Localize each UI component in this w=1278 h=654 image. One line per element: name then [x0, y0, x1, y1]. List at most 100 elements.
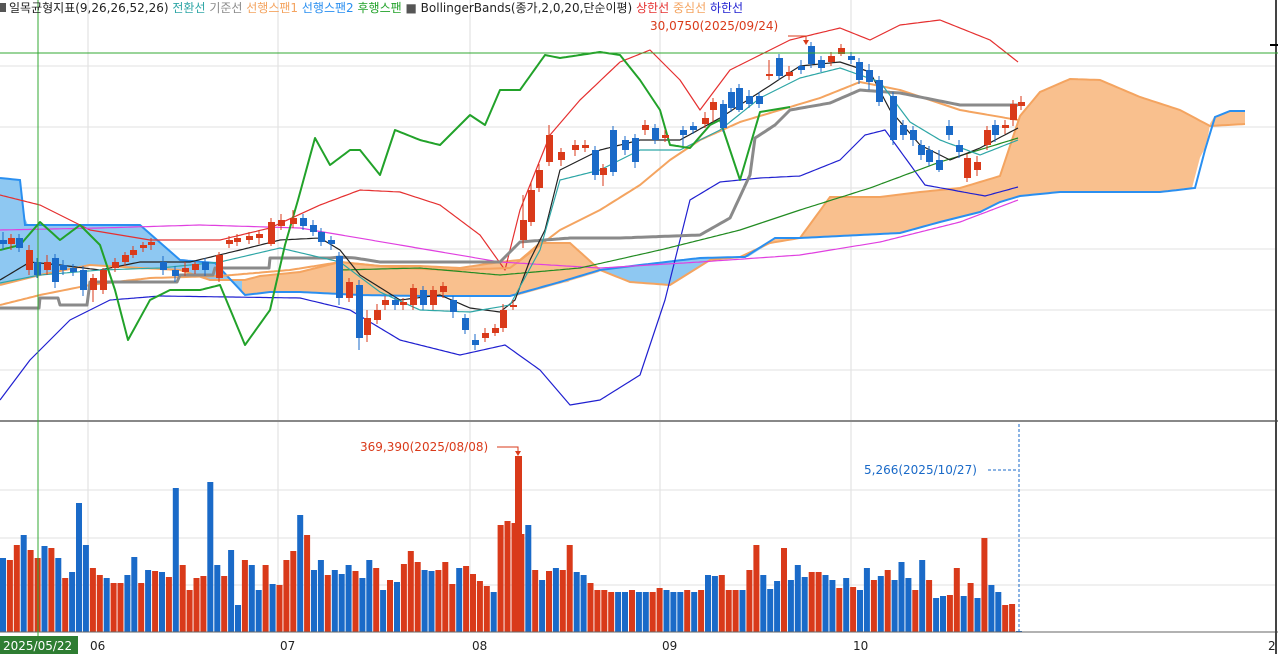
volume-bar-peak[interactable] [515, 456, 522, 632]
candle[interactable] [582, 145, 589, 148]
volume-bar[interactable] [435, 570, 442, 632]
volume-bar[interactable] [76, 503, 82, 632]
candle[interactable] [462, 318, 469, 330]
volume-bar[interactable] [255, 590, 262, 632]
candle[interactable] [890, 96, 897, 140]
candle[interactable] [652, 128, 659, 140]
volume-bar[interactable] [221, 576, 228, 632]
candle[interactable] [736, 88, 743, 110]
volume-bar[interactable] [0, 558, 6, 632]
candle[interactable] [8, 238, 15, 244]
candle[interactable] [720, 104, 727, 128]
candle[interactable] [182, 268, 189, 272]
candle[interactable] [420, 290, 427, 305]
volume-bar[interactable] [55, 558, 62, 632]
volume-bar[interactable] [974, 598, 981, 632]
candle[interactable] [268, 222, 275, 244]
candle[interactable] [492, 328, 499, 333]
volume-bar[interactable] [926, 580, 933, 632]
volume-bar[interactable] [103, 578, 110, 632]
volume-bar[interactable] [96, 575, 103, 632]
volume-bar[interactable] [442, 562, 449, 632]
volume-bar[interactable] [801, 577, 808, 632]
volume-bar[interactable] [262, 565, 269, 632]
candle[interactable] [148, 242, 155, 245]
volume-bar[interactable] [587, 583, 594, 632]
candle[interactable] [746, 96, 753, 104]
volume-bar[interactable] [822, 575, 829, 632]
candle[interactable] [572, 145, 579, 150]
volume-bar[interactable] [981, 538, 988, 632]
candle[interactable] [1002, 125, 1009, 128]
volume-bar[interactable] [995, 592, 1002, 632]
volume-bar[interactable] [511, 523, 518, 632]
volume-bar[interactable] [400, 564, 407, 632]
candle[interactable] [828, 56, 835, 62]
candle[interactable] [1018, 102, 1025, 106]
volume-bar[interactable] [850, 587, 857, 632]
volume-bar[interactable] [912, 590, 919, 632]
candle[interactable] [876, 80, 883, 102]
candle[interactable] [838, 48, 845, 54]
volume-bar[interactable] [760, 575, 767, 632]
candle[interactable] [140, 245, 147, 248]
candle[interactable] [356, 285, 363, 338]
candle[interactable] [450, 300, 457, 312]
candle[interactable] [756, 96, 763, 104]
candle[interactable] [310, 225, 317, 232]
volume-bar[interactable] [940, 596, 946, 632]
candle[interactable] [16, 238, 23, 248]
volume-bar[interactable] [41, 546, 48, 632]
candle[interactable] [290, 218, 297, 224]
volume-bar[interactable] [629, 590, 635, 632]
volume-bar[interactable] [152, 571, 159, 632]
volume-bar[interactable] [877, 576, 884, 632]
candle[interactable] [1010, 104, 1017, 120]
candle[interactable] [328, 240, 335, 244]
candle[interactable] [440, 286, 447, 292]
volume-bar[interactable] [27, 550, 34, 632]
volume-bar[interactable] [988, 585, 995, 632]
candle[interactable] [216, 255, 223, 278]
candle[interactable] [364, 318, 371, 335]
candle[interactable] [472, 340, 479, 345]
candle[interactable] [234, 238, 241, 242]
volume-bar[interactable] [705, 575, 711, 632]
volume-bar[interactable] [331, 570, 338, 632]
candle[interactable] [130, 250, 137, 255]
volume-bar[interactable] [366, 560, 373, 632]
candle[interactable] [600, 168, 607, 175]
candle[interactable] [346, 282, 353, 298]
volume-bar[interactable] [580, 575, 587, 632]
volume-bar[interactable] [352, 571, 359, 632]
volume-bar[interactable] [179, 565, 186, 632]
candle[interactable] [318, 232, 325, 242]
volume-bar[interactable] [283, 560, 290, 632]
volume-bar[interactable] [62, 578, 69, 632]
candle[interactable] [936, 160, 943, 170]
candle[interactable] [786, 72, 793, 76]
candle[interactable] [52, 258, 59, 282]
volume-bar[interactable] [753, 545, 760, 632]
volume-bar[interactable] [172, 488, 179, 632]
volume-bar[interactable] [566, 545, 573, 632]
candle[interactable] [528, 190, 535, 222]
volume-bar[interactable] [345, 565, 352, 632]
candle[interactable] [430, 290, 437, 305]
candle[interactable] [400, 302, 407, 305]
volume-bar[interactable] [559, 570, 566, 632]
volume-bar[interactable] [456, 568, 463, 632]
volume-bar[interactable] [497, 525, 504, 632]
volume-bar[interactable] [539, 580, 546, 632]
volume-bar[interactable] [615, 592, 622, 632]
candle[interactable] [690, 126, 697, 130]
volume-bar[interactable] [781, 548, 787, 632]
volume-bar[interactable] [20, 535, 27, 632]
candle[interactable] [410, 288, 417, 305]
candle[interactable] [482, 333, 489, 338]
volume-bar[interactable] [573, 572, 580, 632]
volume-bar[interactable] [698, 590, 705, 632]
candle[interactable] [956, 145, 963, 152]
volume-bar[interactable] [808, 572, 815, 632]
volume-bar[interactable] [863, 568, 870, 632]
